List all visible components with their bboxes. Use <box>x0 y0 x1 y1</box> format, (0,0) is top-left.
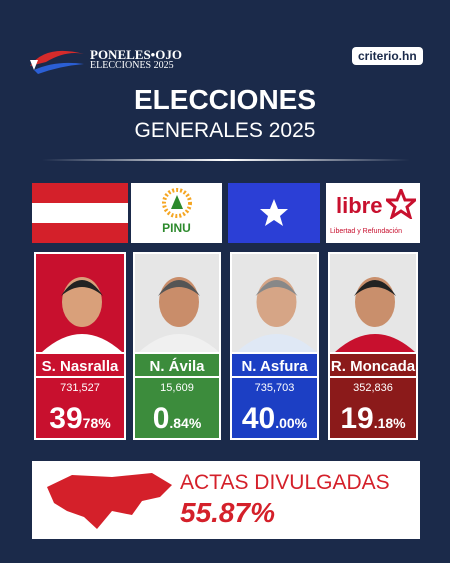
flag-libre: libre Libertad y Refundación <box>326 183 420 243</box>
title: ELECCIONES <box>133 84 317 115</box>
libre-label: libre <box>336 193 383 218</box>
candidate-name: N. Asfura <box>232 352 317 378</box>
candidate-photo <box>36 254 124 352</box>
candidate-percent: 3978% <box>36 402 124 436</box>
percent-decimal: 78% <box>82 415 111 431</box>
candidate-photo <box>330 254 416 352</box>
percent-decimal: .00% <box>275 415 308 431</box>
percent-decimal: .84% <box>169 415 202 431</box>
logo-title: PONELES•OJO <box>90 47 182 62</box>
candidate-percent: 40.00% <box>232 402 317 436</box>
percent-main: 0 <box>152 402 170 435</box>
candidate-votes: 352,836 <box>353 382 393 394</box>
candidate-card: R. Moncada 352,836 19.18% <box>328 252 418 440</box>
candidate-name: N. Ávila <box>135 352 219 378</box>
candidate-votes: 731,527 <box>60 382 100 394</box>
footer-value: 55.87% <box>180 497 275 528</box>
candidate-card: N. Ávila 15,609 0.84% <box>133 252 221 440</box>
footer-banner: ACTAS DIVULGADAS 55.87% <box>32 461 420 539</box>
percent-main: 39 <box>49 402 83 435</box>
subtitle: GENERALES 2025 <box>134 119 316 142</box>
footer-label: ACTAS DIVULGADAS <box>180 471 390 494</box>
percent-main: 40 <box>241 402 276 435</box>
flag-liberal <box>32 183 128 243</box>
candidate-percent: 0.84% <box>135 402 219 436</box>
logo-subtitle: ELECCIONES 2025 <box>90 60 174 71</box>
candidate-card: S. Nasralla 731,527 3978% <box>34 252 126 440</box>
candidate-name: S. Nasralla <box>36 352 124 378</box>
libre-motto: Libertad y Refundación <box>330 228 402 235</box>
divider <box>42 159 410 161</box>
percent-main: 19 <box>340 402 374 435</box>
candidate-votes: 15,609 <box>160 382 194 394</box>
candidate-name: R. Moncada <box>330 352 416 378</box>
site-label: criterio.hn <box>352 47 423 65</box>
candidate-photo <box>232 254 317 352</box>
logo-icon <box>30 50 84 74</box>
candidate-votes: 735,703 <box>254 382 295 394</box>
pinu-label: PINU <box>162 221 191 235</box>
flag-nacional <box>228 183 320 243</box>
candidate-card: N. Asfura 735,703 40.00% <box>230 252 319 440</box>
flag-pinu: PINU <box>131 183 222 243</box>
percent-decimal: .18% <box>373 415 406 431</box>
map <box>47 473 172 529</box>
candidate-percent: 19.18% <box>330 402 416 436</box>
candidate-photo <box>135 254 219 352</box>
